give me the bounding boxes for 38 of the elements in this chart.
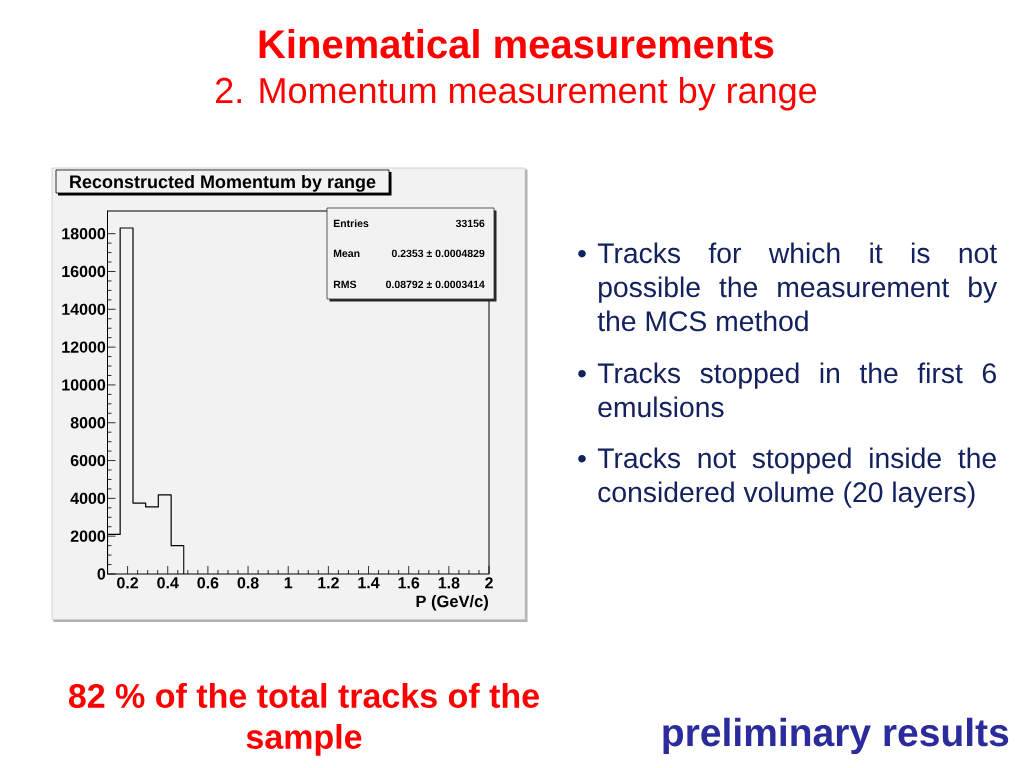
- y-tick-label: 10000: [62, 379, 106, 391]
- y-tick-label: 2000: [70, 530, 106, 542]
- y-tick-label: 0: [97, 568, 106, 580]
- x-tick-label: 1: [284, 577, 293, 589]
- annotation: RMS: [333, 280, 357, 289]
- x-axis-title: P (GeV/c): [416, 595, 488, 611]
- text: •: [578, 454, 586, 463]
- y-tick-label: 14000: [62, 303, 106, 315]
- x-tick-label: 0.8: [237, 577, 259, 589]
- text: Tracks for which it is not possible the measurement by the MCS method: [597, 242, 998, 332]
- annotation: Mean: [333, 249, 360, 258]
- y-tick-label: 6000: [70, 454, 106, 467]
- text: •: [578, 249, 586, 258]
- chart-title: Kinematical measurements: [259, 29, 774, 59]
- text: Reconstructed Momentum by range: [70, 174, 376, 192]
- x-tick-label: 1.8: [438, 577, 460, 589]
- annotation: 0.08792 ± 0.0003414: [386, 280, 485, 289]
- x-tick-label: 2: [485, 577, 493, 589]
- x-tick-label: 1.4: [358, 577, 380, 589]
- text: •: [578, 369, 586, 378]
- x-tick-label: 0.2: [117, 577, 139, 589]
- x-tick-label: 1.6: [398, 577, 420, 589]
- x-tick-label: 0.4: [157, 577, 179, 589]
- chart-subtitle: 2. Momentum measurement by range: [216, 76, 817, 111]
- annotation: 0.2353 ± 0.0004829: [391, 249, 485, 258]
- y-tick-label: 8000: [70, 417, 106, 429]
- annotation: 33156: [455, 219, 485, 228]
- text: Tracks stopped in the first 6 emulsions: [597, 362, 996, 418]
- x-tick-label: 1.2: [318, 577, 339, 589]
- y-tick-label: 12000: [62, 341, 106, 353]
- annotation: Entries: [333, 219, 369, 228]
- text: Tracks not stopped inside the considered volume (20 layers): [597, 447, 996, 508]
- text: 82 % of the total tracks of the sample: [68, 683, 539, 756]
- y-tick-label: 16000: [62, 265, 106, 278]
- x-tick-label: 0.6: [197, 577, 219, 589]
- y-tick-label: 4000: [70, 492, 106, 505]
- text: preliminary results: [663, 717, 1009, 755]
- y-tick-label: 18000: [62, 228, 106, 240]
